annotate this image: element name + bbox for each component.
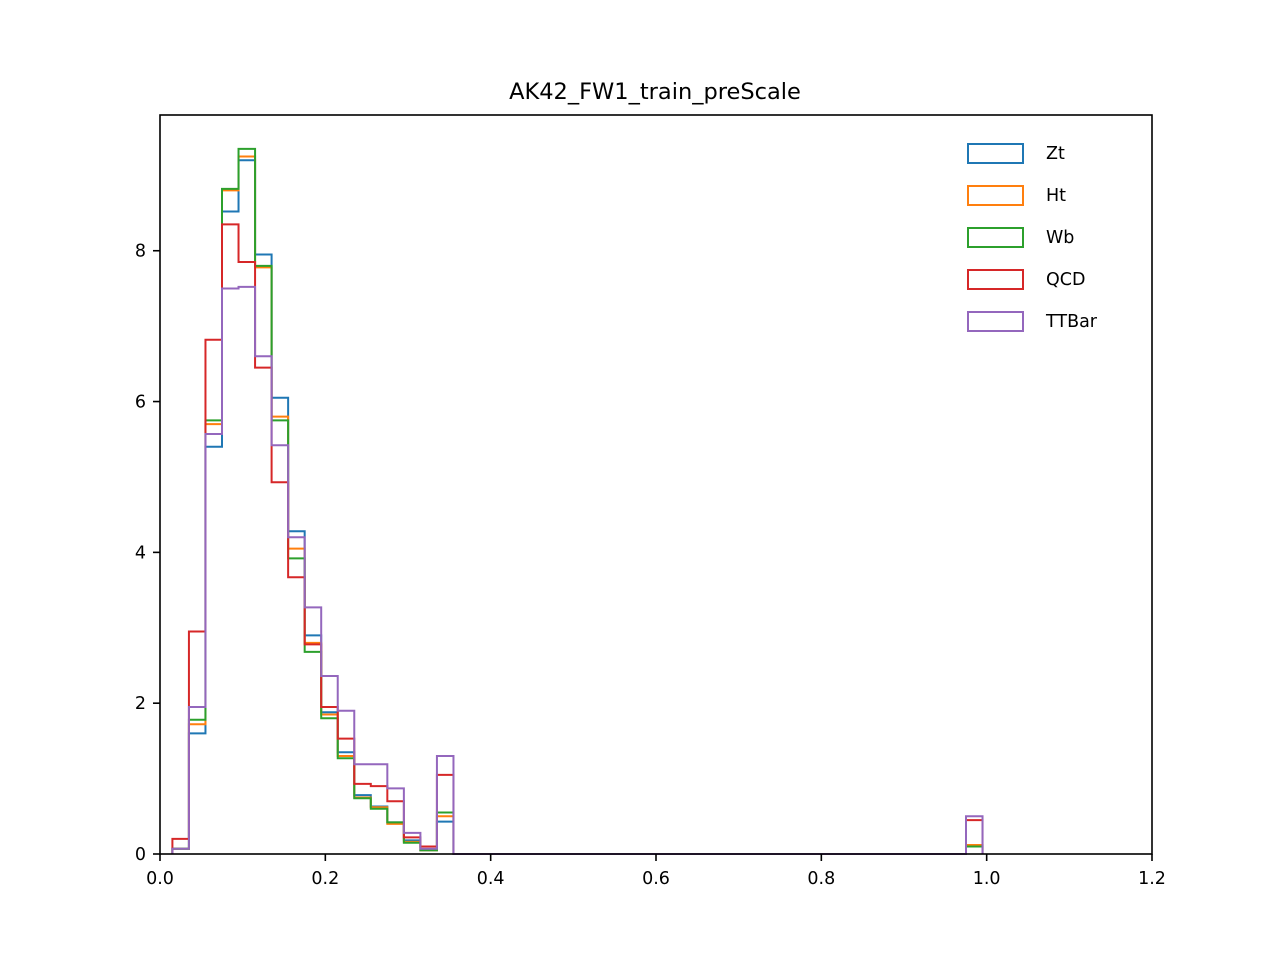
x-tick-label: 0.6 bbox=[642, 869, 670, 889]
legend-label: Zt bbox=[1046, 144, 1065, 164]
histogram-bin bbox=[966, 816, 983, 854]
histogram-bin bbox=[338, 711, 355, 854]
histogram-bin bbox=[354, 764, 371, 854]
series-outline-ttbar bbox=[171, 285, 984, 855]
histogram-bin bbox=[239, 287, 256, 854]
plot-area bbox=[160, 115, 1152, 854]
legend-label: Wb bbox=[1046, 228, 1074, 248]
histogram-bin bbox=[305, 607, 322, 854]
histogram-bin bbox=[387, 788, 404, 854]
x-tick-label: 0.4 bbox=[477, 869, 505, 889]
legend-label: QCD bbox=[1046, 270, 1085, 290]
legend-item-qcd: QCD bbox=[967, 269, 1085, 290]
x-tick-label: 0.0 bbox=[146, 869, 174, 889]
legend-swatch bbox=[967, 227, 1024, 248]
legend: Zt Ht Wb QCD TTBar bbox=[967, 143, 1098, 332]
y-tick-label: 8 bbox=[135, 242, 146, 262]
histogram-bin bbox=[404, 833, 421, 854]
histogram-bin bbox=[437, 756, 454, 854]
legend-label: Ht bbox=[1046, 186, 1066, 206]
x-tick-label: 1.2 bbox=[1138, 869, 1166, 889]
histogram-bin bbox=[205, 434, 222, 854]
legend-swatch bbox=[967, 311, 1024, 332]
legend-label: TTBar bbox=[1045, 312, 1098, 332]
histogram-bin bbox=[272, 445, 289, 854]
series-layer bbox=[171, 147, 984, 855]
histogram-bin bbox=[189, 707, 206, 854]
histogram-bin bbox=[222, 288, 239, 854]
chart-title: AK42_FW1_train_preScale bbox=[509, 79, 801, 105]
legend-item-ttbar: TTBar bbox=[967, 311, 1098, 332]
x-tick-label: 0.2 bbox=[311, 869, 339, 889]
legend-swatch bbox=[967, 185, 1024, 206]
x-tick-label: 0.8 bbox=[807, 869, 835, 889]
legend-item-ht: Ht bbox=[967, 185, 1066, 206]
y-tick-label: 6 bbox=[135, 393, 146, 413]
legend-swatch bbox=[967, 143, 1024, 164]
legend-item-wb: Wb bbox=[967, 227, 1074, 248]
histogram-bin bbox=[255, 356, 272, 854]
histogram-bin bbox=[288, 537, 305, 854]
series-ttbar bbox=[171, 285, 984, 855]
legend-swatch bbox=[967, 269, 1024, 290]
y-tick-label: 4 bbox=[135, 543, 146, 563]
axes-layer: 0.0 0.2 0.4 0.6 0.8 1.0 1.2 0 2 4 6 8 bbox=[135, 114, 1166, 889]
histogram-bin bbox=[371, 764, 388, 854]
histogram-bin bbox=[321, 676, 338, 854]
y-tick-label: 0 bbox=[135, 845, 146, 865]
x-tick-label: 1.0 bbox=[973, 869, 1001, 889]
legend-item-zt: Zt bbox=[967, 143, 1065, 164]
y-tick-label: 2 bbox=[135, 694, 146, 714]
